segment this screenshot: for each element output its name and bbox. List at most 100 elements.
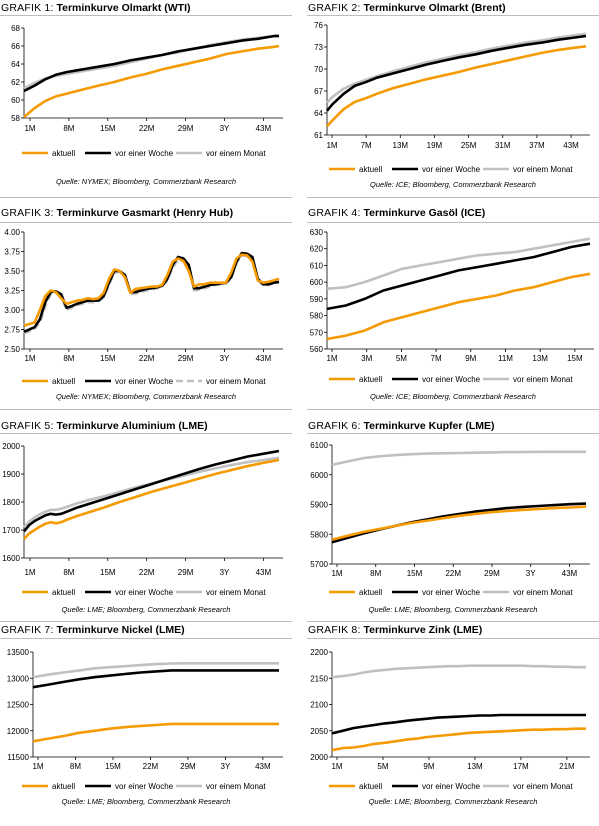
legend-label: aktuell — [359, 588, 382, 597]
x-tick-label: 43M — [256, 354, 272, 363]
chart-source: Quelle: LME; Bloomberg, Commerzbank Rese… — [368, 605, 538, 614]
bottom-divider — [0, 197, 292, 198]
legend-label: vor einem Monat — [206, 782, 266, 791]
y-tick-label: 3.75 — [4, 248, 20, 257]
y-tick-label: 2100 — [310, 701, 328, 710]
title-divider — [0, 638, 292, 639]
y-tick-label: 67 — [314, 87, 323, 96]
x-tick-label: 22M — [139, 124, 155, 133]
chart-number: GRAFIK 1: — [1, 2, 54, 14]
legend-label: aktuell — [52, 782, 75, 791]
series-line-monat — [32, 662, 279, 679]
series-line-woche — [326, 242, 591, 311]
x-tick-label: 29M — [178, 124, 194, 133]
series-line-woche — [22, 449, 280, 533]
y-tick-label: 2.50 — [4, 345, 20, 354]
series-line-aktuell — [331, 727, 586, 752]
x-tick-label: 3Y — [526, 569, 536, 578]
chart-number: GRAFIK 8: — [308, 624, 361, 636]
y-tick-label: 620 — [310, 245, 324, 254]
chart-number: GRAFIK 2: — [308, 2, 361, 14]
title-divider — [307, 222, 599, 223]
y-tick-label: 6000 — [310, 471, 328, 480]
chart-panel-3: GRAFIK 3: Terminkurve Gasmarkt (Henry Hu… — [0, 205, 292, 410]
x-tick-label: 3Y — [221, 762, 231, 771]
y-tick-label: 1900 — [2, 470, 20, 479]
x-tick-label: 5M — [396, 354, 407, 363]
x-tick-label: 1M — [24, 124, 35, 133]
chart-plot: 61 64 67 70 73 76 1M 7M 13M 19M 25M 31M 37M 43M aktuel… — [314, 21, 590, 174]
chart-title: GRAFIK 4: Terminkurve Gasöl (ICE) — [308, 207, 485, 219]
chart-title-text: Terminkurve Gasöl (ICE) — [360, 207, 486, 219]
series-line-monat — [23, 33, 280, 90]
y-tick-label: 2150 — [310, 674, 328, 683]
y-tick-label: 600 — [310, 278, 324, 287]
legend-label: vor einer Woche — [422, 782, 481, 791]
chart-title-text: Terminkurve Olmarkt (WTI) — [53, 2, 191, 14]
chart-panel-8: GRAFIK 8: Terminkurve Zink (LME) Quelle: … — [307, 621, 599, 826]
x-tick-label: 1M — [32, 762, 43, 771]
x-tick-label: 37M — [529, 141, 545, 150]
x-tick-label: 17M — [513, 762, 529, 771]
chart-title-text: Terminkurve Zink (LME) — [360, 624, 483, 636]
x-tick-label: 13M — [393, 141, 409, 150]
legend-label: vor einer Woche — [115, 588, 174, 597]
x-tick-label: 43M — [562, 569, 578, 578]
y-tick-label: 610 — [310, 261, 324, 270]
chart-source: Quelle: ICE; Bloomberg, Commerzbank Rese… — [370, 180, 536, 189]
bottom-divider — [0, 621, 292, 622]
y-tick-label: 6100 — [310, 441, 328, 450]
bottom-divider — [307, 409, 599, 410]
legend-label: aktuell — [359, 782, 382, 791]
chart-source: Quelle: LME; Bloomberg, Commerzbank Rese… — [368, 797, 538, 806]
x-tick-label: 22M — [139, 354, 155, 363]
bottom-divider — [307, 621, 599, 622]
x-tick-label: 9M — [423, 762, 434, 771]
y-tick-label: 590 — [310, 295, 324, 304]
chart-title: GRAFIK 2: Terminkurve Olmarkt (Brent) — [308, 2, 506, 14]
y-tick-label: 560 — [310, 345, 324, 354]
x-tick-label: 43M — [255, 762, 271, 771]
x-tick-label: 22M — [143, 762, 159, 771]
legend-label: vor einem Monat — [206, 588, 266, 597]
y-tick-label: 630 — [310, 228, 324, 237]
x-tick-label: 29M — [484, 569, 500, 578]
y-tick-label: 68 — [11, 24, 20, 33]
series-line-woche — [23, 34, 279, 93]
chart-title-text: Terminkurve Nickel (LME) — [53, 624, 185, 636]
chart-number: GRAFIK 3: — [1, 207, 54, 219]
y-tick-label: 66 — [11, 42, 20, 51]
legend-label: aktuell — [359, 375, 382, 384]
y-tick-label: 76 — [314, 21, 323, 30]
y-tick-label: 1800 — [2, 498, 20, 507]
y-tick-label: 2200 — [310, 648, 328, 657]
x-tick-label: 9M — [465, 354, 476, 363]
chart-source: Quelle: NYMEX; Bloomberg, Commerzbank Re… — [55, 177, 237, 186]
legend-label: vor einem Monat — [513, 375, 573, 384]
y-tick-label: 64 — [11, 60, 20, 69]
title-divider — [0, 15, 292, 16]
title-divider — [0, 433, 292, 434]
bottom-divider — [0, 409, 292, 410]
series-line-woche — [331, 713, 586, 735]
y-tick-label: 3.00 — [4, 306, 20, 315]
chart-title-text: Terminkurve Olmarkt (Brent) — [360, 2, 506, 14]
y-tick-label: 12500 — [7, 701, 30, 710]
x-tick-label: 15M — [105, 762, 121, 771]
series-line-aktuell — [32, 722, 279, 743]
chart-title-text: Terminkurve Kupfer (LME) — [360, 420, 495, 432]
x-tick-label: 1M — [331, 762, 342, 771]
series-line-aktuell — [326, 45, 587, 128]
chart-number: GRAFIK 5: — [1, 420, 54, 432]
legend-label: vor einem Monat — [206, 149, 266, 158]
legend-label: vor einer Woche — [422, 165, 481, 174]
x-tick-label: 3M — [361, 354, 372, 363]
y-tick-label: 1700 — [2, 526, 20, 535]
chart-plot: 11500 12000 12500 13000 13500 1M 8M 15M 22M 29M 3Y… — [7, 648, 283, 791]
x-tick-label: 19M — [427, 141, 443, 150]
x-tick-label: 43M — [256, 568, 272, 577]
chart-panel-1: GRAFIK 1: Terminkurve Olmarkt (WTI) Quell… — [0, 0, 292, 205]
chart-panel-5: GRAFIK 5: Terminkurve Aluminium (LME) Que… — [0, 418, 292, 623]
legend-label: vor einem Monat — [206, 377, 266, 386]
legend-label: aktuell — [52, 377, 75, 386]
